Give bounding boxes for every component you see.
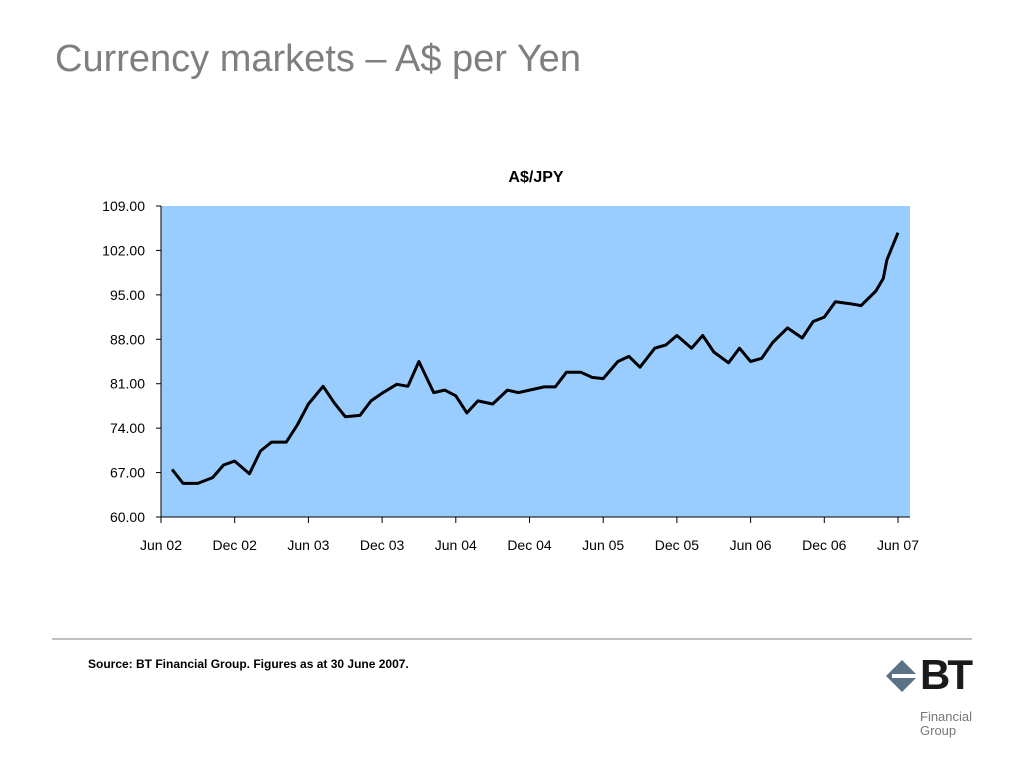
y-tick-label: 88.00 [110, 331, 145, 347]
logo-wordmark: BT [920, 651, 973, 698]
logo-line-1: Financial [920, 709, 973, 724]
y-tick-label: 74.00 [110, 420, 145, 436]
y-axis: 60.00 67.00 74.00 81.00 88.00 95.00 102.00 109.… [102, 198, 162, 525]
logo-subtitle: Financial Group [920, 710, 972, 738]
y-tick-label: 95.00 [110, 287, 145, 303]
plot-area [161, 206, 910, 517]
x-tick-label: Jun 07 [877, 537, 919, 553]
y-tick-label: 67.00 [110, 465, 145, 481]
x-tick-label: Dec 03 [360, 537, 405, 553]
x-tick-label: Jun 03 [287, 537, 329, 553]
x-tick-label: Dec 02 [213, 537, 258, 553]
bt-logo: BT Financial Group [884, 651, 984, 742]
series-line [170, 232, 900, 485]
diamond-logo-icon [886, 660, 918, 692]
y-tick-label: 109.00 [102, 198, 145, 214]
line-chart: A$/JPY 60.00 67.00 74.00 81.00 88.00 95.00 102… [102, 169, 919, 553]
y-tick-label: 60.00 [110, 509, 145, 525]
x-tick-label: Jun 05 [582, 537, 624, 553]
y-tick-label: 102.00 [102, 242, 145, 258]
chart-title: A$/JPY [508, 169, 563, 186]
logo-line-2: Group [920, 723, 957, 738]
x-tick-label: Dec 05 [655, 537, 700, 553]
footer-divider [52, 638, 972, 640]
x-tick-label: Dec 04 [507, 537, 552, 553]
x-tick-label: Jun 06 [730, 537, 772, 553]
x-tick-label: Jun 02 [140, 537, 182, 553]
source-note: Source: BT Financial Group. Figures as a… [88, 657, 409, 671]
x-tick-label: Jun 04 [435, 537, 477, 553]
x-tick-label: Dec 06 [802, 537, 847, 553]
x-axis: Jun 02 Dec 02 Jun 03 Dec 03 Jun 04 Dec 04 Jun … [140, 516, 919, 553]
slide-title: Currency markets – A$ per Yen [55, 38, 581, 80]
y-tick-label: 81.00 [110, 376, 145, 392]
